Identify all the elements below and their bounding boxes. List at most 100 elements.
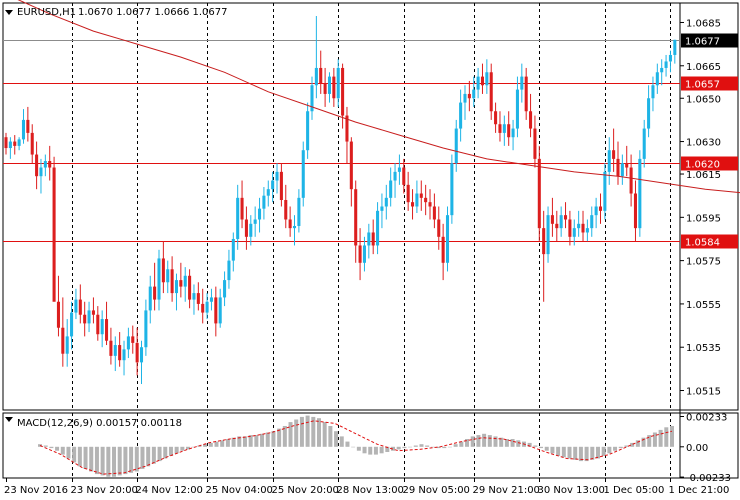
bear-candle	[555, 223, 559, 229]
macd-bar	[60, 446, 65, 455]
bull-candle	[594, 206, 598, 216]
bear-candle	[441, 236, 445, 263]
bull-candle	[266, 189, 270, 196]
macd-y-tick-label: -0.00233	[686, 473, 731, 484]
macd-bar	[641, 437, 646, 447]
bull-candle	[205, 301, 209, 313]
bull-candle	[546, 215, 550, 255]
macd-bar	[379, 446, 384, 454]
macd-y-tick-label: 0.00	[686, 443, 708, 454]
triangle-down-icon[interactable]	[5, 10, 13, 15]
macd-bar	[470, 436, 475, 447]
macd-bar	[100, 446, 105, 476]
bear-candle	[480, 76, 485, 86]
bull-candle	[126, 336, 130, 350]
bear-candle	[26, 119, 30, 133]
bull-candle	[450, 163, 454, 216]
bull-candle	[472, 89, 476, 99]
macd-bar	[413, 445, 418, 447]
y-tick-label: 1.0615	[686, 170, 721, 181]
bull-candle	[306, 111, 310, 151]
macd-bar	[465, 439, 470, 447]
bear-candle	[56, 301, 60, 328]
macd-bar	[89, 446, 94, 472]
bull-candle	[65, 336, 69, 354]
bull-candle	[647, 98, 651, 129]
macd-bar	[408, 446, 413, 448]
bear-candle	[402, 167, 406, 185]
macd-pane-frame	[2, 412, 739, 479]
bull-candle	[275, 171, 279, 181]
macd-bar	[231, 437, 236, 447]
bull-candle	[585, 228, 589, 233]
bear-candle	[244, 219, 248, 237]
current-price-tag	[681, 33, 738, 48]
macd-bar	[425, 445, 430, 447]
bear-candle	[633, 193, 638, 229]
bull-candle	[157, 258, 161, 300]
y-tick-label: 1.0595	[686, 213, 721, 224]
bear-candle	[498, 124, 502, 133]
x-tick-label: 24 Nov 12:00	[136, 485, 203, 496]
macd-bar	[242, 436, 247, 447]
bull-candle	[620, 163, 624, 177]
bear-candle	[61, 327, 65, 354]
bull-candle	[301, 150, 305, 198]
macd-bar	[288, 422, 293, 447]
bear-candle	[568, 219, 572, 237]
bull-candle	[227, 260, 231, 281]
y-tick-label: 1.0575	[686, 257, 721, 268]
bear-candle	[437, 219, 441, 237]
macd-bar	[208, 442, 213, 447]
bear-candle	[428, 202, 432, 207]
macd-bar	[191, 446, 196, 448]
macd-bar	[129, 446, 134, 473]
macd-bar	[595, 446, 600, 459]
bull-candle	[70, 312, 74, 337]
bull-candle	[139, 347, 144, 363]
bear-candle	[550, 215, 554, 224]
bear-candle	[35, 154, 39, 177]
level-tag-label: 1.0657	[685, 80, 720, 91]
bull-candle	[122, 349, 126, 361]
bear-candle	[201, 303, 205, 313]
macd-bar	[430, 446, 435, 448]
bull-candle	[21, 119, 26, 140]
macd-label: MACD(12,26,9) 0.00157 0.00118	[17, 418, 182, 429]
bear-candle	[529, 111, 533, 129]
bear-candle	[354, 189, 358, 246]
macd-bar	[123, 446, 128, 475]
bull-candle	[511, 128, 515, 138]
bull-candle	[183, 275, 187, 287]
bear-candle	[188, 275, 192, 300]
macd-bar	[476, 435, 481, 447]
bear-candle	[489, 72, 493, 112]
bull-candle	[664, 61, 668, 68]
macd-bar	[203, 444, 208, 447]
bear-candle	[109, 340, 113, 356]
bull-candle	[113, 345, 117, 356]
bull-candle	[673, 39, 677, 55]
bear-candle	[358, 245, 362, 263]
x-tick-label: 30 Nov 13:00	[538, 485, 605, 496]
macd-bar	[652, 432, 657, 447]
bear-candle	[406, 184, 410, 203]
macd-triangle-down-icon[interactable]	[5, 417, 13, 422]
bull-candle	[415, 193, 419, 207]
bear-candle	[105, 319, 109, 341]
bull-candle	[236, 197, 240, 239]
macd-bar	[311, 416, 316, 447]
bear-candle	[96, 314, 100, 335]
x-tick-label: 28 Nov 13:00	[337, 485, 404, 496]
current-price-label: 1.0677	[685, 37, 720, 48]
bear-candle	[332, 76, 336, 99]
bull-candle	[148, 286, 152, 311]
macd-bar	[487, 435, 492, 447]
macd-bar	[356, 446, 361, 451]
macd-bar	[117, 446, 122, 476]
bull-candle	[39, 167, 43, 177]
bear-candle	[524, 76, 528, 112]
bull-candle	[218, 297, 222, 324]
bull-candle	[8, 141, 12, 149]
